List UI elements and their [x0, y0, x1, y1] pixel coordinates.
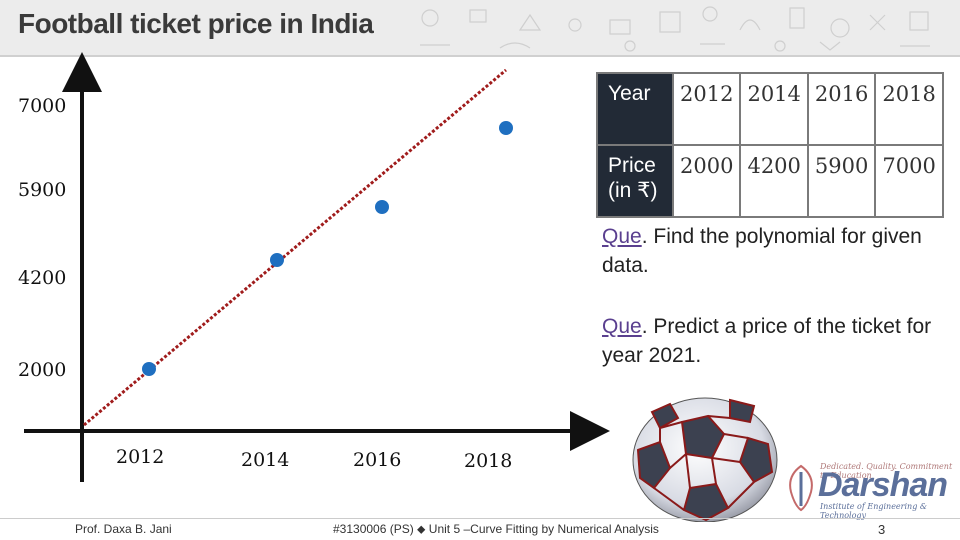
data-table: Year 2012 2014 2016 2018 Price (in ₹) 20…	[596, 72, 944, 218]
question-text: . Predict a price of the ticket for year…	[602, 315, 932, 367]
year-cell: 2016	[806, 72, 877, 146]
question-1: Que. Find the polynomial for given data.	[602, 222, 932, 280]
page-number: 3	[878, 522, 886, 537]
year-header: Year	[596, 72, 674, 146]
x-tick-label: 2018	[464, 450, 512, 472]
price-cell: 4200	[739, 144, 809, 218]
table-row-year: Year 2012 2014 2016 2018	[596, 72, 944, 146]
data-point	[375, 200, 389, 214]
football-icon	[632, 397, 778, 522]
footer-course: #3130006 (PS) ⬥ Unit 5 –Curve Fitting by…	[333, 522, 659, 536]
logo-subtitle: Institute of Engineering & Technology	[820, 502, 927, 520]
year-cell: 2012	[671, 72, 742, 146]
question-text: . Find the polynomial for given data.	[602, 225, 922, 277]
logo-tagline: Dedicated. Quality. Commitment to Educat…	[820, 462, 953, 480]
x-tick-label: 2016	[353, 449, 401, 471]
year-cell: 2014	[739, 72, 809, 146]
year-cell: 2018	[874, 72, 944, 146]
page-title: Football ticket price in India	[18, 8, 374, 39]
question-keyword: Que	[602, 225, 642, 248]
data-point	[499, 121, 513, 135]
footer-author: Prof. Daxa B. Jani	[75, 522, 172, 536]
y-tick-label: 4200	[18, 267, 66, 289]
data-point	[270, 253, 284, 267]
question-keyword: Que	[602, 315, 642, 338]
logo-name: Darshan	[818, 466, 948, 504]
y-tick-label: 7000	[18, 95, 66, 117]
data-point	[142, 362, 156, 376]
price-cell: 7000	[874, 144, 944, 218]
header-bar: Football ticket price in India	[0, 0, 960, 57]
price-cell: 2000	[671, 144, 742, 218]
x-tick-label: 2012	[116, 446, 164, 468]
price-header: Price (in ₹)	[596, 144, 674, 218]
y-tick-label: 5900	[18, 179, 66, 201]
footer-divider	[0, 518, 960, 519]
price-cell: 5900	[806, 144, 877, 218]
x-tick-label: 2014	[241, 449, 289, 471]
question-2: Que. Predict a price of the ticket for y…	[602, 312, 932, 370]
y-tick-label: 2000	[18, 359, 66, 381]
logo-emblem-icon	[789, 464, 813, 512]
table-row-price: Price (in ₹) 2000 4200 5900 7000	[596, 144, 944, 218]
doodle-pattern	[420, 6, 930, 52]
